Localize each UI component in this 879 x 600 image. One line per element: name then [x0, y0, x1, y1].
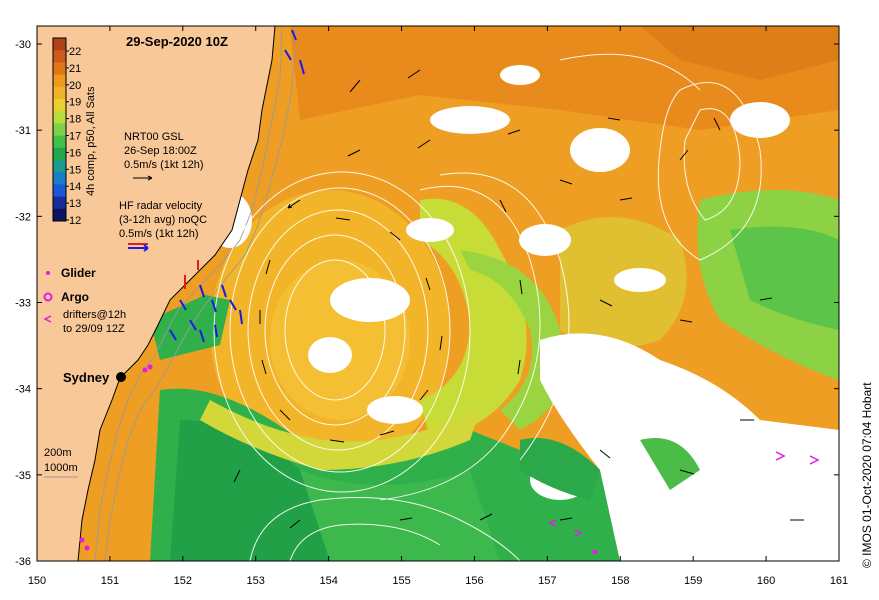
- y-tick-label: -35: [15, 470, 31, 482]
- hf-title: HF radar velocity: [119, 200, 203, 212]
- colorbar-band: [53, 62, 66, 76]
- city-label: Sydney: [63, 370, 110, 385]
- drifters-line-2: to 29/09 12Z: [63, 323, 125, 335]
- colorbar-tick-label: 17: [69, 131, 81, 143]
- colorbar-tick-label: 18: [69, 114, 81, 126]
- colorbar-tick-label: 22: [69, 46, 81, 58]
- colorbar-band: [53, 74, 66, 88]
- colorbar-tick-label: 16: [69, 147, 81, 159]
- y-tick-label: -34: [15, 384, 31, 396]
- colorbar-tick-label: 21: [69, 63, 81, 75]
- colorbar-tick-label: 15: [69, 164, 81, 176]
- colorbar-tick-label: 13: [69, 198, 81, 210]
- argo-label: Argo: [61, 290, 89, 304]
- colorbar-band: [53, 123, 66, 137]
- colorbar-tick-label: 12: [69, 215, 81, 227]
- x-tick-label: 154: [319, 575, 337, 587]
- colorbar-band: [53, 38, 66, 51]
- colorbar-tick-label: 20: [69, 80, 81, 92]
- x-tick-label: 156: [465, 575, 483, 587]
- gsl-scale: 0.5m/s (1kt 12h): [124, 159, 203, 171]
- y-axis: -30 -31 -32 -33 -34 -35 -36: [15, 39, 839, 568]
- x-tick-label: 159: [684, 575, 702, 587]
- gsl-date: 26-Sep 18:00Z: [124, 145, 197, 157]
- sydney-marker: [116, 372, 126, 382]
- x-tick-label: 153: [247, 575, 265, 587]
- x-tick-label: 151: [101, 575, 119, 587]
- ssh-contours: [213, 53, 762, 561]
- colorbar-band: [53, 160, 66, 173]
- hf-radar-arrows: [169, 29, 305, 343]
- colorbar-tick-label: 19: [69, 97, 81, 109]
- colorbar-band: [53, 184, 66, 198]
- colorbar-band: [53, 196, 66, 210]
- plot-frame: [36, 25, 840, 562]
- hf-radar-arrows-red: [184, 260, 199, 289]
- colorbar-band: [53, 86, 66, 100]
- x-tick-label: 157: [538, 575, 556, 587]
- land-mass: [37, 26, 276, 561]
- colorbar-band: [53, 172, 66, 185]
- colorbar-tick-label: 14: [69, 181, 81, 193]
- x-axis: 150 151 152 153 154 155 156 157 158 159 160 161: [28, 26, 848, 587]
- colorbar-band: [53, 111, 66, 124]
- y-tick-label: -32: [15, 211, 31, 223]
- glider-label: Glider: [61, 266, 96, 280]
- y-tick-label: -33: [15, 298, 31, 310]
- hf-legend: HF radar velocity (3-12h avg) noQC 0.5m/…: [119, 200, 207, 252]
- gsl-velocity-arrows: [233, 69, 804, 529]
- colorbar-band: [53, 135, 66, 149]
- map-title: 29-Sep-2020 10Z: [126, 34, 228, 49]
- x-tick-label: 152: [174, 575, 192, 587]
- x-tick-label: 158: [611, 575, 629, 587]
- credit-text: © IMOS 01-Oct-2020 07:04 Hobart: [860, 382, 874, 568]
- colorbar-label: 4h comp, p50, All Sats: [85, 86, 97, 196]
- colorbar: 22 21 20 19 18 17 16 15 14 13 12 4h comp, p50, All…: [52, 37, 97, 227]
- x-tick-label: 161: [830, 575, 848, 587]
- hf-sub: (3-12h avg) noQC: [119, 214, 207, 226]
- colorbar-band: [53, 50, 66, 63]
- drifters-line-1: drifters@12h: [63, 309, 126, 321]
- y-tick-label: -30: [15, 39, 31, 51]
- colorbar-band: [53, 208, 66, 222]
- x-tick-label: 155: [392, 575, 410, 587]
- depth-legend: 200m 1000m: [44, 447, 78, 478]
- drifter-markers: [79, 364, 820, 555]
- colorbar-band: [53, 147, 66, 161]
- sst-field: [37, 26, 839, 561]
- gsl-title: NRT00 GSL: [124, 131, 184, 143]
- hf-scale: 0.5m/s (1kt 12h): [119, 228, 198, 240]
- isobaths: [94, 26, 297, 561]
- y-tick-label: -31: [15, 125, 31, 137]
- y-tick-label: -36: [15, 556, 31, 568]
- depth-1000-label: 1000m: [44, 462, 78, 474]
- depth-200-label: 200m: [44, 447, 72, 459]
- gsl-legend: NRT00 GSL 26-Sep 18:00Z 0.5m/s (1kt 12h): [124, 131, 203, 181]
- x-tick-label: 150: [28, 575, 46, 587]
- colorbar-band: [53, 99, 66, 112]
- marker-legend: Glider Argo drifters@12h to 29/09 12Z: [43, 266, 126, 335]
- x-tick-label: 160: [757, 575, 775, 587]
